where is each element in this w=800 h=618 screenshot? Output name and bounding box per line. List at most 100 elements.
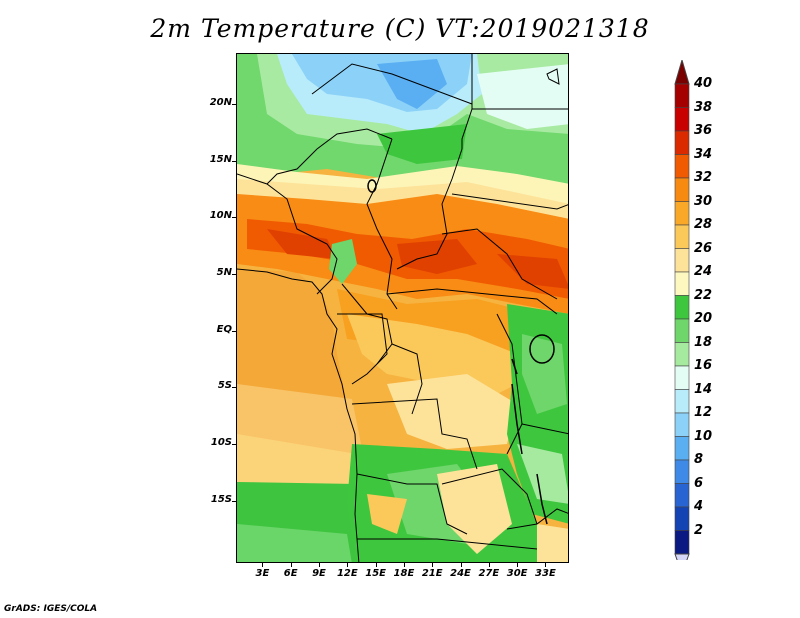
colorbar-label: 26 xyxy=(694,240,713,256)
colorbar-label: 38 xyxy=(694,99,713,115)
colorbar-label: 14 xyxy=(694,381,713,397)
lat-tick xyxy=(232,160,237,162)
lon-label: 3E xyxy=(255,568,270,579)
lake-malawi xyxy=(536,473,548,525)
border-namibia-botswana xyxy=(357,538,538,550)
angola-warm xyxy=(367,494,407,534)
coastline-west xyxy=(237,268,360,562)
border-drc-east xyxy=(496,313,523,455)
colorbar-swatch xyxy=(674,107,690,132)
border-angola-drc xyxy=(351,398,478,470)
colorbar-label: 22 xyxy=(694,287,713,303)
lon-label: 15E xyxy=(365,568,386,579)
colorbar-swatch xyxy=(674,412,690,437)
hot-spot-east xyxy=(497,254,568,289)
colorbar-label: 12 xyxy=(694,405,713,420)
colorbar-label: 6 xyxy=(694,475,704,491)
border-congo-drc xyxy=(391,343,423,415)
colorbar-swatch xyxy=(674,201,690,226)
country-borders xyxy=(237,54,568,550)
lat-tick xyxy=(232,274,237,275)
lat-label: EQ xyxy=(216,323,232,335)
colorbar-swatch xyxy=(674,436,690,461)
colorbar-swatch xyxy=(674,459,690,484)
border-libya-egypt xyxy=(471,54,568,110)
lon-label: 9E xyxy=(312,568,326,579)
lon-tick xyxy=(545,562,547,567)
east-highlands-light xyxy=(522,334,567,414)
chart-title: 2m Temperature (C) VT:2019021318 xyxy=(150,14,650,43)
colorbar-swatch xyxy=(674,530,690,555)
lat-tick xyxy=(232,104,237,105)
highlands-green xyxy=(329,239,357,284)
lon-tick xyxy=(403,562,405,567)
ocean-green-2 xyxy=(237,524,352,562)
lon-tick xyxy=(517,562,519,567)
colorbar-label: 34 xyxy=(694,146,713,162)
colorbar-label: 10 xyxy=(694,428,713,444)
colorbar-swatch xyxy=(674,248,690,273)
colorbar-swatch xyxy=(674,318,690,343)
lon-label: 21E xyxy=(421,568,443,579)
lat-tick xyxy=(232,444,237,445)
sahara-darkgreen xyxy=(377,124,467,164)
colorbar-swatch xyxy=(674,389,690,414)
colorbar-swatch xyxy=(674,83,690,108)
lon-label: 30E xyxy=(506,568,528,579)
lon-label: 18E xyxy=(393,568,415,579)
colorbar-label: 30 xyxy=(694,193,713,209)
colorbar-label: 2 xyxy=(694,522,704,538)
hot-spot-central xyxy=(397,239,477,274)
border-angola-zambia xyxy=(356,473,468,535)
mozambique-warm xyxy=(537,524,568,562)
east-cool xyxy=(477,64,568,129)
colorbar-bottom-arrow xyxy=(674,553,690,560)
colorbar-swatch xyxy=(674,365,690,390)
lon-tick xyxy=(290,562,292,567)
lon-tick xyxy=(488,562,490,567)
colorbar xyxy=(674,60,690,560)
colorbar-label: 32 xyxy=(694,170,713,185)
border-car-ssudan xyxy=(441,228,558,300)
colorbar-swatch xyxy=(674,483,690,508)
lon-tick xyxy=(262,562,264,567)
lon-tick xyxy=(347,562,349,567)
lon-tick xyxy=(319,562,320,567)
southern-yellow xyxy=(437,464,512,554)
lon-label: 33E xyxy=(535,568,556,579)
border-gabon xyxy=(337,313,388,385)
hot-spot-west xyxy=(267,229,337,259)
colorbar-label: 20 xyxy=(694,311,713,326)
colorbar-swatch xyxy=(674,342,690,367)
lake-chad xyxy=(367,179,377,193)
lon-label: 24E xyxy=(450,568,471,579)
lat-tick xyxy=(232,500,237,502)
lat-tick xyxy=(232,330,237,332)
lat-label: 20N xyxy=(209,97,232,108)
lat-label: 10N xyxy=(209,210,232,222)
colorbar-swatch xyxy=(674,224,690,249)
lon-label: 27E xyxy=(478,568,500,579)
colorbar-swatch xyxy=(674,295,690,320)
congo-basin xyxy=(347,314,537,394)
colorbar-top-arrow xyxy=(674,60,690,85)
colorbar-label: 28 xyxy=(694,217,713,232)
border-niger xyxy=(266,128,393,185)
colorbar-label: 40 xyxy=(694,76,713,91)
colorbar-label: 8 xyxy=(694,452,704,467)
colorbar-swatch xyxy=(674,130,690,155)
colorbar-swatch xyxy=(674,506,690,531)
colorbar-label: 16 xyxy=(694,358,713,373)
colorbar-label: 36 xyxy=(694,123,713,138)
temperature-field xyxy=(237,54,568,562)
border-mozambique xyxy=(506,508,568,530)
border-zambia xyxy=(441,468,538,525)
border-tanzania xyxy=(521,423,568,435)
footer-credit: GrADS: IGES/COLA xyxy=(4,604,98,614)
lake-tanganyika xyxy=(511,383,523,455)
colorbar-swatch xyxy=(674,177,690,202)
border-chad-east xyxy=(396,148,463,270)
lon-tick xyxy=(460,562,462,567)
border-sudan xyxy=(451,193,568,210)
lakes xyxy=(367,179,555,525)
